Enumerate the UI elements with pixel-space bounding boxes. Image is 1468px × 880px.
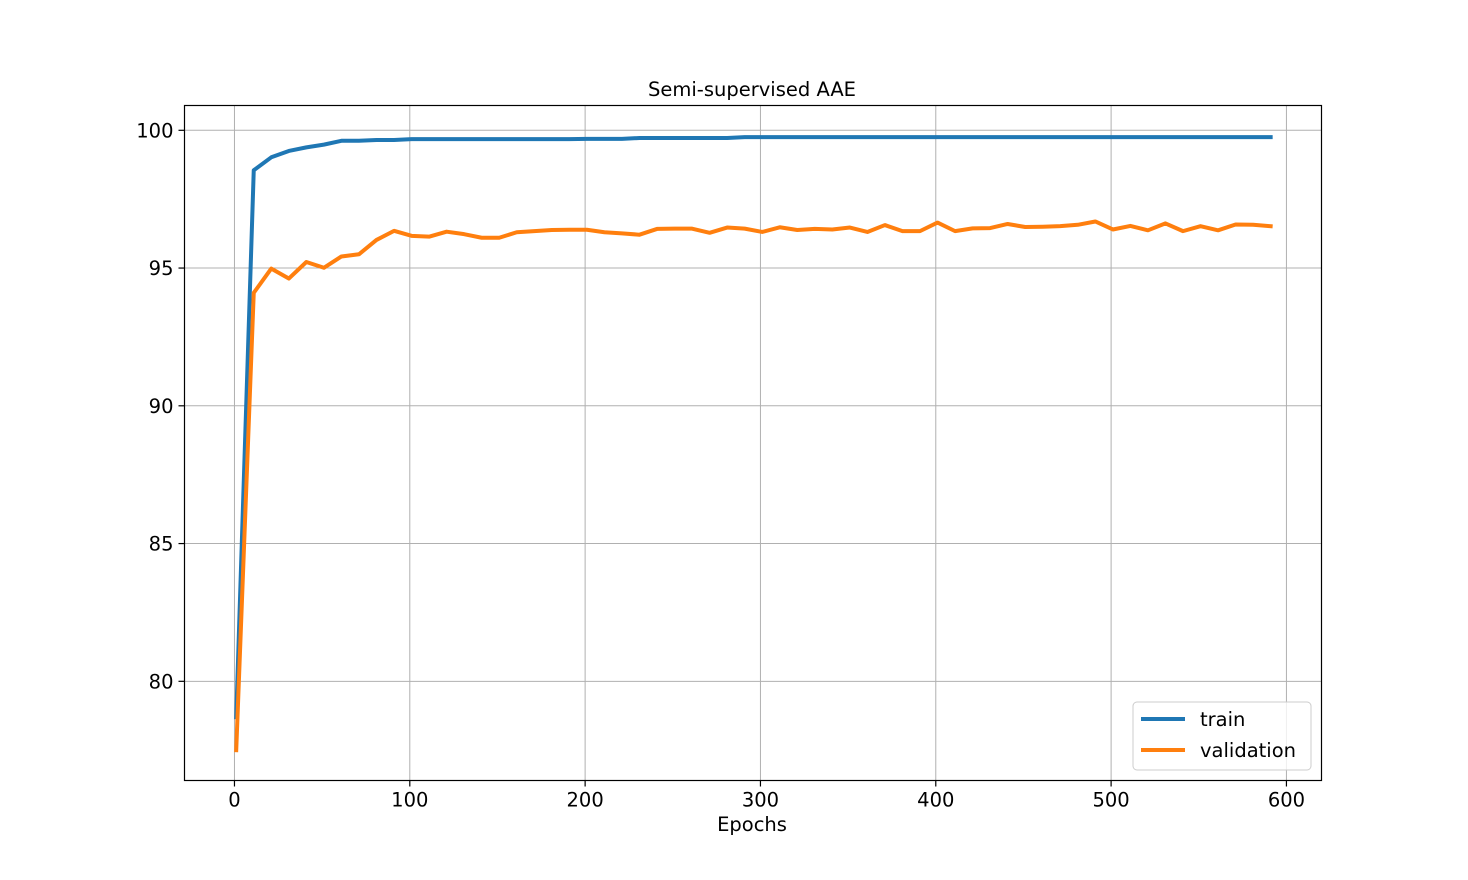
series-line-train	[234, 135, 1273, 720]
y-tick-label: 95	[149, 257, 174, 280]
series-line-validation	[234, 219, 1273, 753]
legend-label-train: train	[1200, 708, 1245, 731]
y-tick-label: 85	[149, 533, 174, 556]
x-axis-ticks: 0 100 200 300 400 500 600	[228, 780, 1305, 812]
x-tick-label: 600	[1268, 789, 1305, 812]
x-tick-label: 100	[391, 789, 428, 812]
y-tick-label: 90	[149, 395, 174, 418]
x-tick-label: 400	[917, 789, 954, 812]
x-axis-title: Epochs	[717, 813, 787, 836]
x-tick-label: 300	[742, 789, 779, 812]
series-lines	[234, 135, 1273, 753]
y-tick-label: 80	[149, 670, 174, 693]
legend-label-validation: validation	[1200, 739, 1296, 762]
y-axis-ticks: 80 85 90 95 100	[136, 119, 185, 693]
grid-lines	[184, 105, 1322, 781]
x-tick-label: 0	[228, 789, 240, 812]
x-tick-label: 500	[1092, 789, 1129, 812]
legend: train validation	[1132, 701, 1312, 771]
plot-frame	[183, 104, 1323, 782]
x-tick-label: 200	[567, 789, 604, 812]
chart-title: Semi-supervised AAE	[648, 78, 856, 101]
legend-entries: train validation	[1141, 708, 1296, 762]
y-tick-label: 100	[136, 119, 173, 142]
